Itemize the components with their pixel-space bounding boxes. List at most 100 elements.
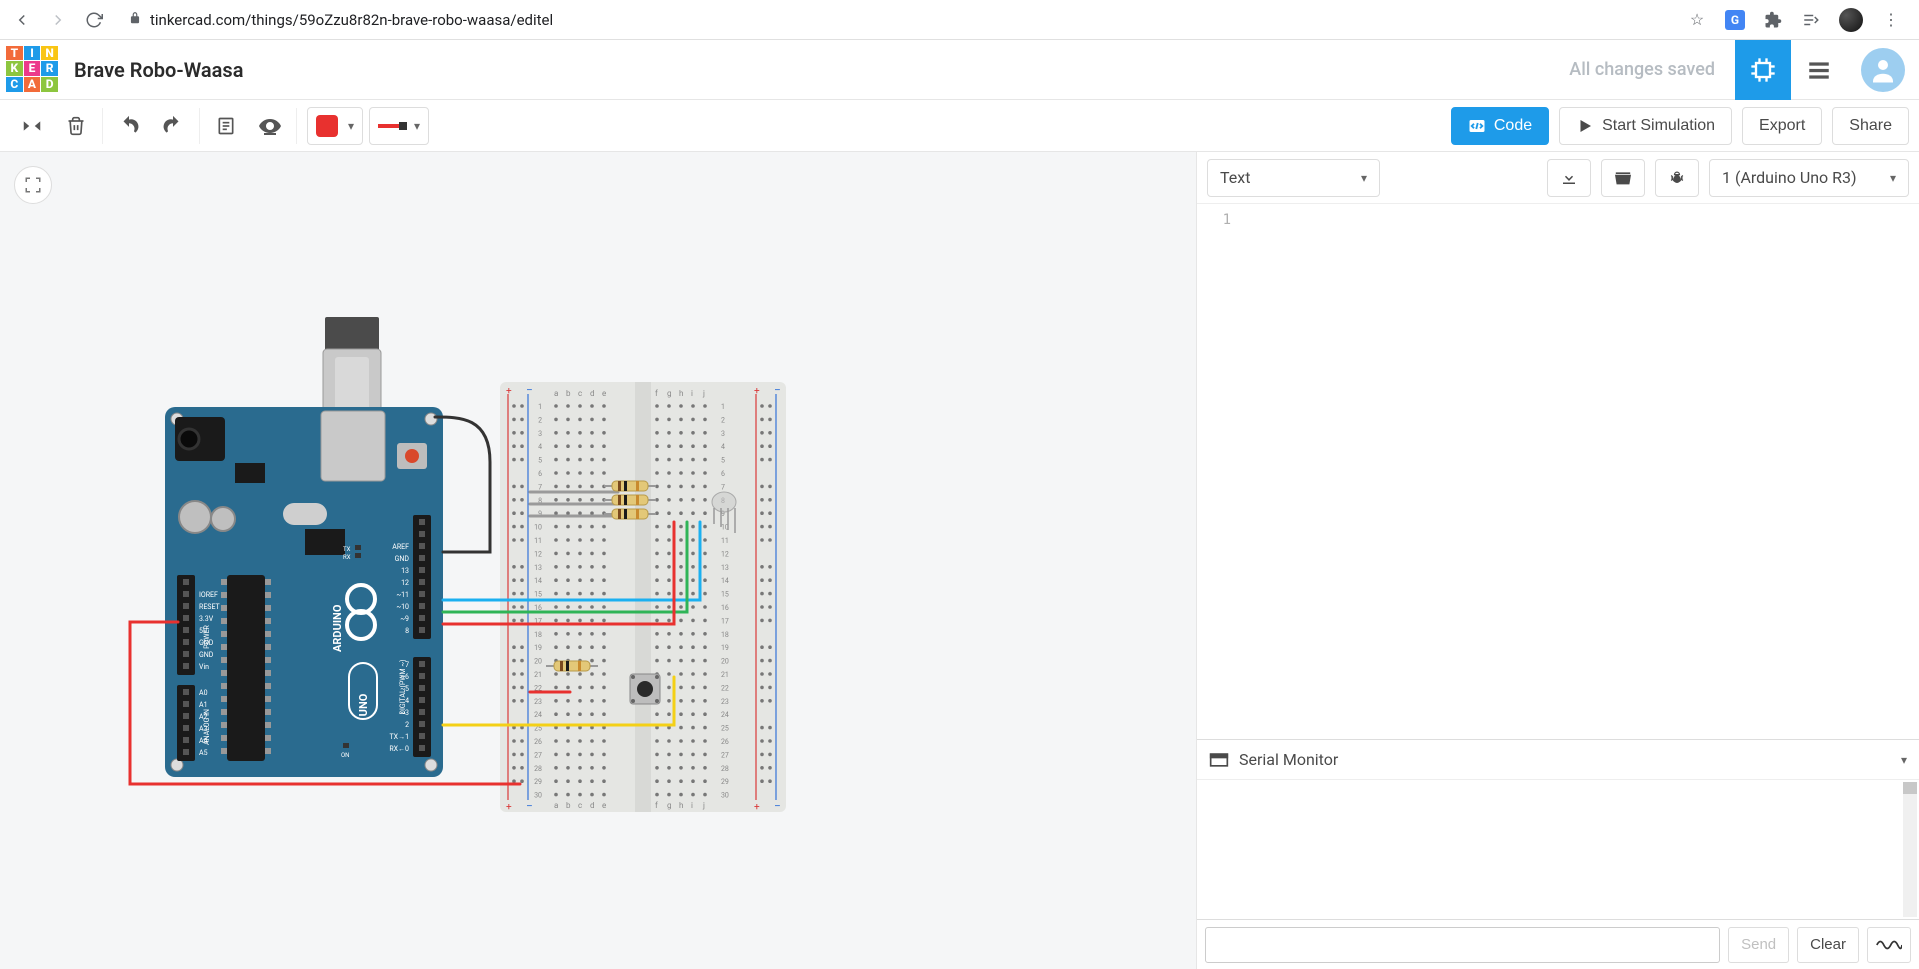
svg-text:f: f (655, 389, 658, 398)
code-editor[interactable]: 1 (1197, 204, 1919, 739)
svg-text:2: 2 (721, 416, 725, 424)
profile-avatar[interactable] (1839, 8, 1863, 32)
color-picker[interactable]: ▾ (307, 107, 363, 145)
download-code-button[interactable] (1547, 159, 1591, 197)
svg-text:d: d (590, 801, 595, 810)
circuit-canvas[interactable]: ARDUINOUNOIOREFRESET3.3V5VGNDGNDVinA0A1A… (0, 152, 820, 852)
svg-text:19: 19 (721, 644, 729, 652)
svg-text:4: 4 (721, 443, 725, 451)
lock-icon (128, 10, 142, 29)
reading-list-icon[interactable] (1801, 10, 1821, 30)
svg-text:h: h (679, 389, 683, 398)
svg-text:UNO: UNO (357, 693, 370, 716)
start-simulation-button[interactable]: Start Simulation (1559, 107, 1732, 145)
svg-text:i: i (691, 389, 693, 398)
svg-text:11: 11 (534, 537, 542, 545)
chevron-down-icon: ▾ (1901, 753, 1907, 767)
serial-monitor-header[interactable]: Serial Monitor ▾ (1197, 739, 1919, 779)
svg-text:+: + (754, 386, 760, 397)
svg-text:RX: RX (343, 554, 351, 561)
extensions-icon[interactable] (1763, 10, 1783, 30)
redo-button[interactable] (151, 104, 195, 148)
delete-tool[interactable] (54, 104, 98, 148)
svg-text:A5: A5 (199, 749, 208, 757)
tinkercad-logo[interactable]: TINKERCAD (6, 46, 62, 94)
svg-text:d: d (590, 389, 595, 398)
user-avatar[interactable] (1861, 48, 1905, 92)
mirror-tool[interactable] (10, 104, 54, 148)
scrollbar[interactable] (1903, 782, 1917, 917)
app-header: TINKERCAD Brave Robo-Waasa All changes s… (0, 40, 1919, 100)
svg-text:RESET: RESET (199, 603, 220, 611)
target-dropdown[interactable]: 1 (Arduino Uno R3) ▾ (1709, 159, 1909, 197)
svg-text:b: b (566, 801, 571, 810)
url-bar[interactable]: tinkercad.com/things/59oZzu8r82n-brave-r… (118, 10, 1675, 29)
svg-text:1: 1 (538, 403, 542, 411)
svg-text:A0: A0 (199, 689, 208, 697)
svg-text:a: a (554, 801, 558, 810)
svg-text:e: e (602, 389, 606, 398)
graph-toggle-button[interactable] (1867, 927, 1911, 963)
send-button[interactable]: Send (1728, 927, 1789, 963)
share-button[interactable]: Share (1832, 107, 1909, 145)
svg-text:3: 3 (721, 430, 725, 438)
svg-text:6: 6 (721, 470, 725, 478)
forward-button[interactable] (46, 8, 70, 32)
svg-text:21: 21 (721, 671, 729, 679)
svg-text:12: 12 (401, 579, 409, 587)
project-title[interactable]: Brave Robo-Waasa (74, 58, 243, 82)
undo-button[interactable] (107, 104, 151, 148)
svg-text:Vin: Vin (199, 663, 209, 671)
svg-text:25: 25 (721, 725, 729, 733)
toolbar: ▾ ▾ Code Start Simulation Export Share (0, 100, 1919, 152)
code-button[interactable]: Code (1451, 107, 1549, 145)
back-button[interactable] (10, 8, 34, 32)
svg-text:14: 14 (721, 577, 729, 585)
svg-text:b: b (566, 389, 571, 398)
svg-text:29: 29 (721, 778, 729, 786)
url-text: tinkercad.com/things/59oZzu8r82n-brave-r… (150, 11, 553, 29)
svg-text:h: h (679, 801, 683, 810)
svg-text:c: c (578, 389, 582, 398)
libraries-button[interactable] (1601, 159, 1645, 197)
svg-text:~11: ~11 (396, 591, 409, 599)
svg-text:c: c (578, 801, 582, 810)
svg-text:~10: ~10 (396, 603, 409, 611)
wire-style-picker[interactable]: ▾ (369, 107, 429, 145)
svg-text:~9: ~9 (400, 615, 409, 623)
export-button[interactable]: Export (1742, 107, 1822, 145)
svg-text:j: j (702, 389, 705, 398)
svg-text:26: 26 (534, 738, 542, 746)
clear-button[interactable]: Clear (1797, 927, 1859, 963)
serial-input[interactable] (1205, 927, 1720, 963)
reload-button[interactable] (82, 8, 106, 32)
svg-text:24: 24 (534, 711, 542, 719)
svg-text:j: j (702, 801, 705, 810)
code-panel: Text ▾ 1 (Arduino Uno R3) ▾ 1 Serial Mon… (1196, 152, 1919, 969)
svg-text:29: 29 (534, 778, 542, 786)
code-mode-dropdown[interactable]: Text ▾ (1207, 159, 1380, 197)
svg-text:TX: TX (343, 546, 351, 553)
svg-text:7: 7 (538, 483, 542, 491)
svg-text:+: + (754, 802, 760, 813)
debug-button[interactable] (1655, 159, 1699, 197)
star-icon[interactable]: ☆ (1687, 10, 1707, 30)
circuit-view-tab[interactable] (1735, 40, 1791, 100)
notes-tool[interactable] (204, 104, 248, 148)
svg-text:g: g (667, 389, 672, 398)
visibility-tool[interactable] (248, 104, 292, 148)
svg-text:1: 1 (721, 403, 725, 411)
svg-text:+: + (506, 802, 512, 813)
schematic-view-tab[interactable] (1791, 40, 1847, 100)
canvas-area[interactable]: ARDUINOUNOIOREFRESET3.3V5VGNDGNDVinA0A1A… (0, 152, 1196, 969)
svg-text:6: 6 (538, 470, 542, 478)
svg-text:4: 4 (538, 443, 542, 451)
menu-icon[interactable]: ⋮ (1881, 10, 1901, 30)
serial-output (1197, 779, 1919, 919)
translate-icon[interactable]: G (1725, 10, 1745, 30)
svg-text:10: 10 (534, 524, 542, 532)
svg-text:ON: ON (341, 752, 349, 759)
svg-text:7: 7 (721, 483, 725, 491)
svg-text:21: 21 (534, 671, 542, 679)
svg-text:DIGITAL (PWM ~): DIGITAL (PWM ~) (399, 659, 407, 714)
